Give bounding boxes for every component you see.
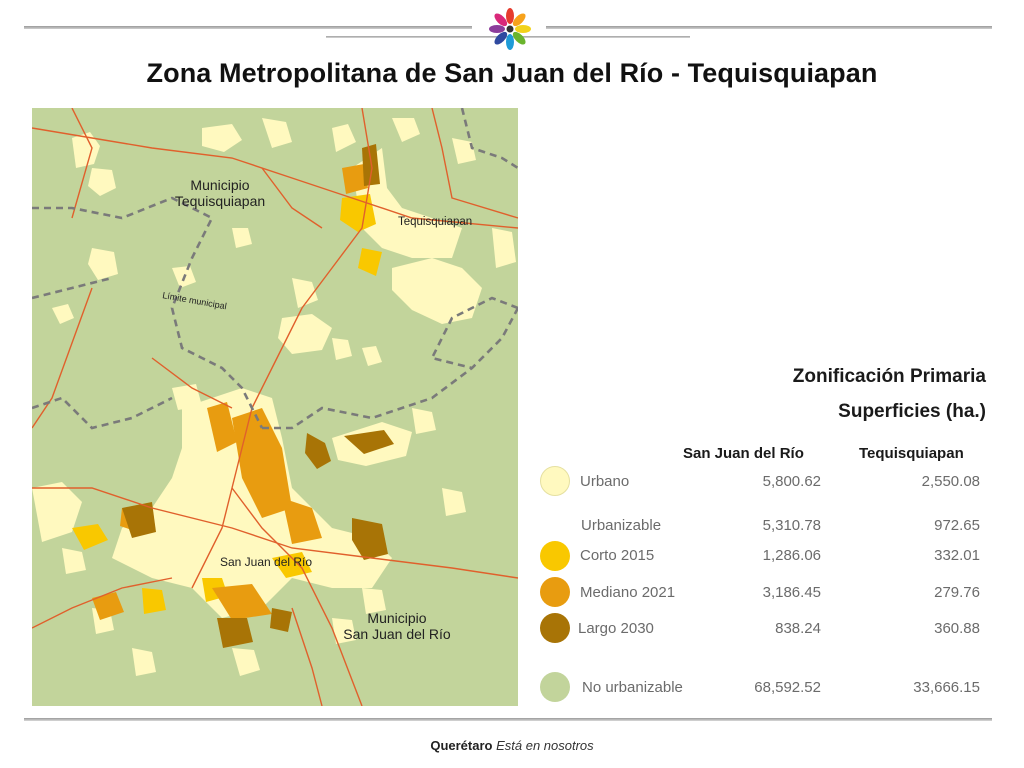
label-tequisquiapan: Tequisquiapan	[398, 216, 472, 228]
label-municipio-tequis-2: Tequisquiapan	[175, 193, 265, 209]
bottom-rule	[24, 718, 992, 721]
legend-circle-largo	[540, 613, 570, 643]
heading-zonificacion: Zonificación Primaria	[792, 366, 986, 387]
label-municipio-sjr-1: Municipio	[367, 610, 426, 626]
row-value-mediano-sjr: 3,186.45	[762, 584, 821, 601]
col-header-tequisquiapan: Tequisquiapan	[859, 445, 964, 462]
tequisquiapan-urban	[352, 148, 462, 258]
label-municipio-tequis-1: Municipio	[190, 177, 249, 193]
row-value-no-urbanizable-sjr: 68,592.52	[754, 679, 821, 696]
zone-largo-2030	[122, 144, 394, 648]
row-label-urbano: Urbano	[580, 473, 630, 490]
row-value-corto-teq: 332.01	[934, 547, 980, 564]
footer-tagline: Está en nosotros	[496, 738, 594, 753]
queretaro-logo-icon	[489, 8, 531, 50]
label-municipio-sjr-2: San Juan del Río	[343, 626, 451, 642]
row-value-urbano-teq: 2,550.08	[921, 473, 980, 490]
row-value-no-urbanizable-teq: 33,666.15	[913, 679, 980, 696]
row-value-urbano-sjr: 5,800.62	[762, 473, 821, 490]
legend-circle-corto	[540, 541, 570, 571]
roads	[32, 108, 518, 706]
san-juan-urban-core	[112, 388, 392, 618]
top-rule-right	[546, 26, 992, 29]
row-label-mediano: Mediano 2021	[580, 584, 676, 601]
row-label-largo: Largo 2030	[578, 620, 654, 637]
col-header-san-juan: San Juan del Río	[683, 445, 804, 462]
label-san-juan-del-rio: San Juan del Río	[220, 555, 312, 569]
municipal-limit	[32, 108, 518, 430]
row-label-no-urbanizable: No urbanizable	[582, 679, 683, 696]
legend-circle-urbano	[540, 466, 570, 496]
top-rule-left	[24, 26, 472, 29]
legend-circle-mediano	[540, 577, 570, 607]
row-value-largo-teq: 360.88	[934, 620, 980, 637]
heading-superficies: Superficies (ha.)	[838, 401, 986, 422]
urban-patches	[32, 118, 516, 676]
footer: Querétaro Está en nosotros	[0, 738, 1024, 753]
row-label-urbanizable: Urbanizable	[581, 517, 662, 534]
footer-brand: Querétaro	[430, 738, 493, 753]
legend-circle-no-urbanizable	[540, 672, 570, 702]
zoning-map: Municipio Tequisquiapan Tequisquiapan Lí…	[32, 108, 518, 706]
row-value-urbanizable-sjr: 5,310.78	[762, 517, 821, 534]
row-value-mediano-teq: 279.76	[934, 584, 980, 601]
row-label-corto: Corto 2015	[580, 547, 655, 564]
row-value-urbanizable-teq: 972.65	[934, 517, 980, 534]
page-title: Zona Metropolitana de San Juan del Río -…	[146, 58, 878, 88]
row-value-corto-sjr: 1,286.06	[762, 547, 821, 564]
row-value-largo-sjr: 838.24	[775, 620, 821, 637]
